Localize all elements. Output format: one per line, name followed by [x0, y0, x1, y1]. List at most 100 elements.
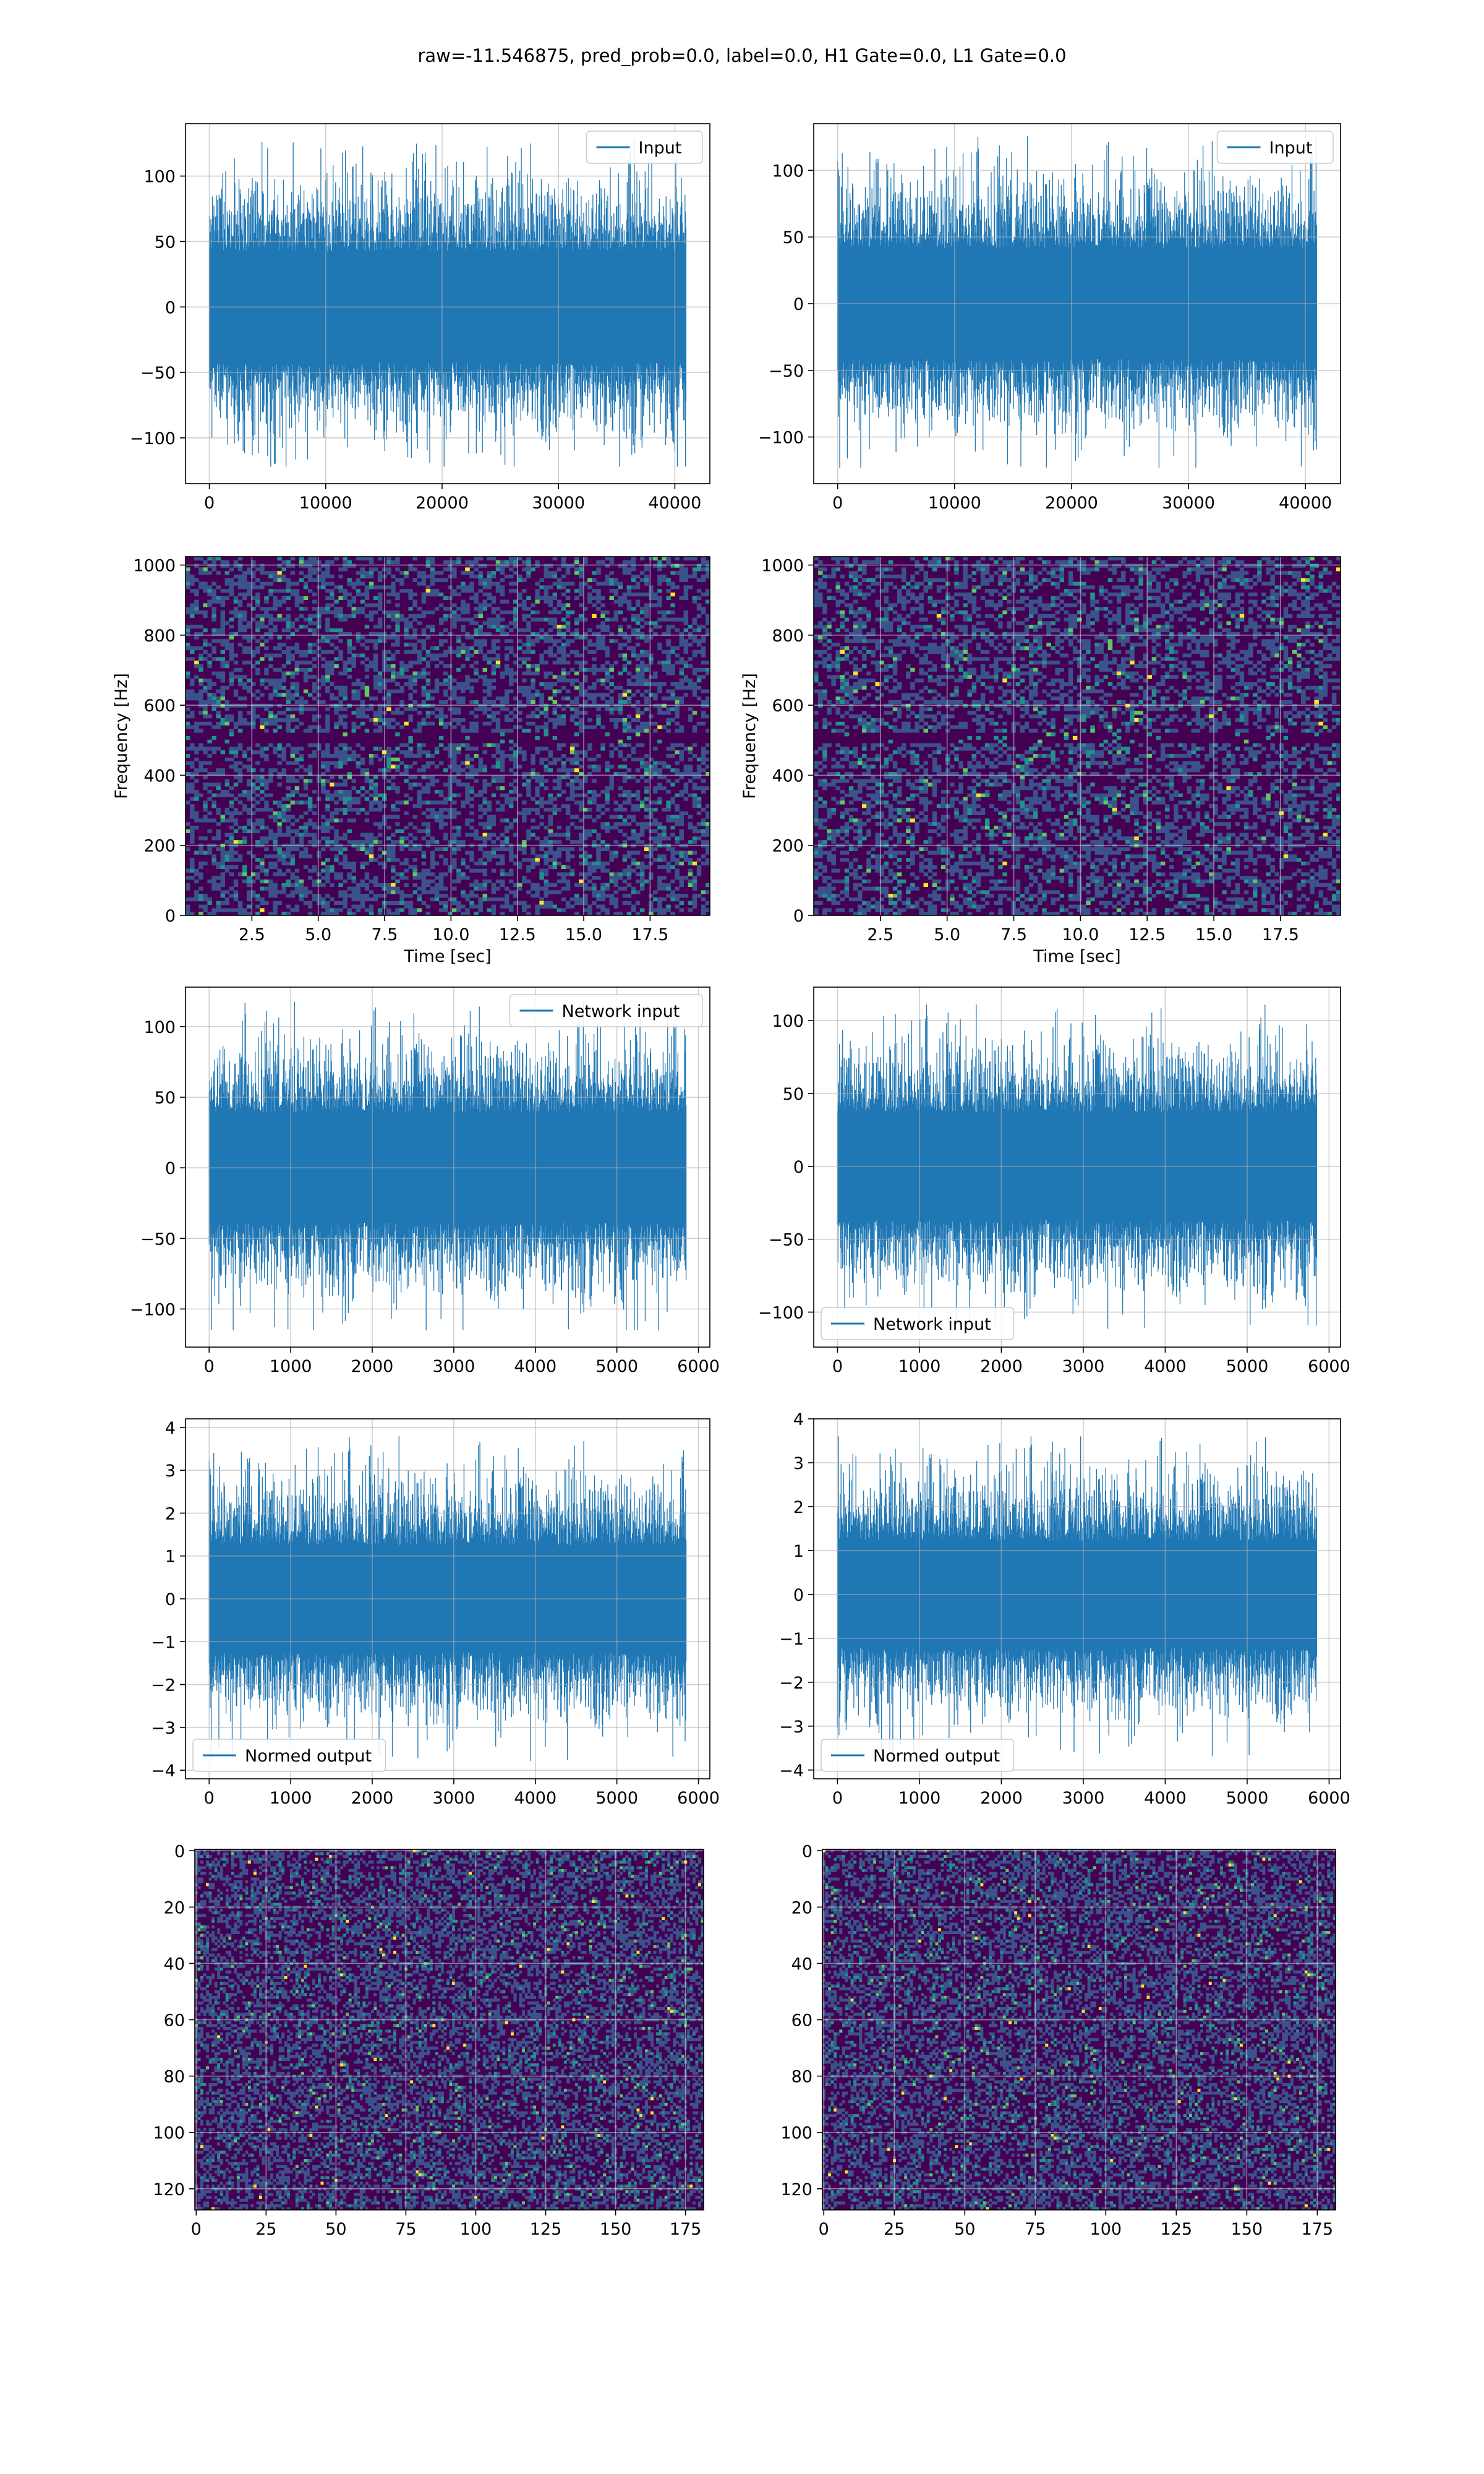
x-tick-label: 40000 [1279, 494, 1332, 513]
plot-area [195, 1849, 704, 2210]
x-tick-label: 25 [255, 2220, 276, 2239]
axes-frame [194, 1849, 704, 2211]
legend: Input [586, 131, 703, 164]
x-tick-label: 5000 [595, 1357, 638, 1376]
x-tick-label: 6000 [677, 1789, 720, 1808]
y-tick-label: 100 [153, 2124, 185, 2143]
x-tick-label: 17.5 [631, 925, 668, 944]
y-tick-label: 120 [153, 2180, 185, 2199]
panel-h1-input: 0 10000 20000 30000 40000 100 50 0 −50 −100 Input [130, 123, 710, 513]
axes-frame [813, 987, 1341, 1348]
y-tick-label: −4 [779, 1761, 804, 1781]
x-tick-label: 75 [395, 2220, 416, 2239]
x-tick-label: 15.0 [565, 925, 602, 944]
y-tick-label: 60 [791, 2011, 812, 2031]
x-tick-label: 12.5 [1128, 925, 1166, 944]
y-tick-label: 100 [780, 2124, 812, 2143]
y-tick-label: 0 [165, 907, 176, 926]
series-line [837, 136, 1317, 468]
x-tick-label: 30000 [1162, 494, 1215, 513]
y-tick-label: 800 [143, 627, 176, 646]
y-tick-label: 200 [772, 837, 804, 856]
y-tick-label: 80 [791, 2068, 812, 2087]
y-tick-label: 4 [165, 1419, 176, 1438]
x-tick-label: 0 [204, 1789, 215, 1808]
axes-frame [813, 1418, 1341, 1779]
y-tick-label: 1 [165, 1547, 176, 1567]
x-tick-label: 0 [204, 1357, 215, 1376]
y-axis-label: Frequency [Hz] [740, 673, 759, 799]
x-tick-label: 20000 [1045, 494, 1098, 513]
x-tick-label: 0 [204, 494, 215, 513]
axes-frame [185, 1418, 710, 1779]
y-tick-label: −50 [769, 1231, 804, 1250]
legend: Normed output [821, 1739, 1015, 1772]
legend: Network input [821, 1307, 1015, 1340]
y-tick-label: 20 [791, 1898, 812, 1917]
x-tick-label: 5.0 [305, 925, 331, 944]
y-tick-label: 40 [791, 1954, 812, 1974]
x-tick-label: 20000 [416, 494, 469, 513]
x-tick-label: 2000 [980, 1789, 1023, 1808]
plot-area [837, 136, 1317, 468]
legend-label: Normed output [245, 1747, 372, 1766]
y-tick-label: −100 [130, 1300, 176, 1319]
legend: Normed output [192, 1739, 386, 1772]
y-tick-label: 20 [164, 1898, 185, 1917]
y-tick-label: 600 [143, 696, 176, 716]
x-tick-label: 7.5 [372, 925, 398, 944]
x-tick-label: 175 [670, 2220, 702, 2239]
axes-frame [813, 556, 1341, 916]
y-tick-label: 100 [772, 161, 804, 181]
x-tick-label: 4000 [514, 1357, 556, 1376]
y-tick-label: 50 [783, 228, 804, 247]
axes-frame [822, 1849, 1336, 2211]
x-tick-label: 150 [1231, 2220, 1263, 2239]
x-tick-label: 7.5 [1000, 925, 1027, 944]
x-tick-label: 10.0 [432, 925, 469, 944]
x-tick-label: 4000 [514, 1789, 556, 1808]
y-tick-label: −50 [140, 1230, 176, 1249]
y-tick-label: 100 [143, 168, 176, 187]
y-tick-label: 80 [164, 2068, 185, 2087]
y-tick-label: 50 [155, 1089, 176, 1108]
axes-frame [185, 987, 710, 1348]
y-tick-label: 120 [780, 2180, 812, 2199]
legend-box [1216, 131, 1334, 164]
legend-label: Input [1269, 139, 1313, 158]
x-tick-label: 4000 [1144, 1789, 1187, 1808]
panel-h1-image: 0 25 50 75 100 125 150 175 0 20 40 60 80 100 120 [153, 1842, 704, 2239]
y-tick-label: −3 [151, 1719, 176, 1738]
x-tick-label: 10.0 [1062, 925, 1099, 944]
y-tick-label: 2 [793, 1498, 804, 1517]
x-tick-label: 125 [1161, 2220, 1193, 2239]
x-tick-label: 2.5 [239, 925, 265, 944]
x-tick-label: 6000 [1308, 1357, 1350, 1376]
y-tick-label: 0 [793, 1158, 804, 1177]
y-tick-label: −4 [151, 1761, 176, 1781]
y-tick-label: 3 [793, 1454, 804, 1473]
y-tick-label: 0 [793, 907, 804, 926]
y-axis-label: Frequency [Hz] [112, 673, 131, 799]
legend-box [821, 1307, 1015, 1340]
x-tick-label: 4000 [1144, 1357, 1187, 1376]
x-tick-label: 0 [832, 1789, 843, 1808]
x-tick-label: 10000 [299, 494, 352, 513]
y-tick-label: 400 [772, 766, 804, 785]
x-tick-label: 100 [460, 2220, 492, 2239]
y-tick-label: 1 [793, 1542, 804, 1561]
x-tick-label: 0 [832, 1357, 843, 1376]
y-tick-label: 50 [783, 1085, 804, 1104]
legend-label: Network input [562, 1002, 680, 1021]
x-tick-label: 40000 [648, 494, 701, 513]
y-tick-label: −2 [779, 1674, 804, 1693]
panel-l1-spectrogram: 2.5 5.0 7.5 10.0 12.5 15.0 17.5 1000 800 600 400 20… [740, 556, 1341, 966]
series-line [208, 1001, 687, 1330]
y-tick-label: 600 [772, 696, 804, 716]
axes-frame [813, 123, 1341, 484]
x-tick-label: 1000 [270, 1789, 312, 1808]
heatmap-cells [195, 1849, 704, 2210]
y-tick-label: −1 [779, 1630, 804, 1649]
series-line [208, 139, 687, 467]
